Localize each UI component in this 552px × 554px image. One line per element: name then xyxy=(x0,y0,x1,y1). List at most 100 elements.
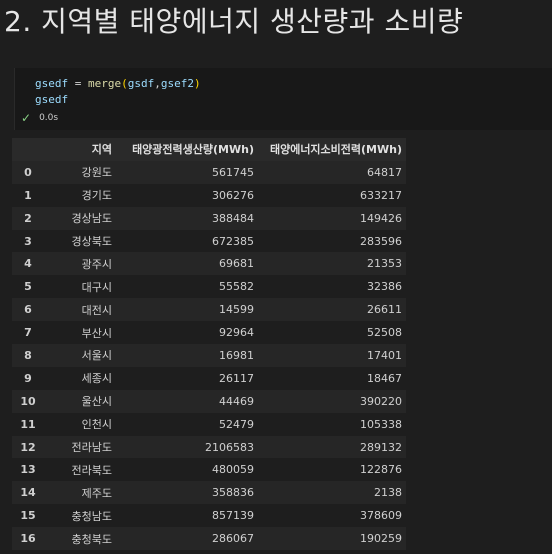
code-editor[interactable]: gsedf = merge(gsdf,gsef2) gsedf xyxy=(35,76,201,108)
region-cell: 부산시 xyxy=(81,326,112,340)
consumption-cell: 378609 xyxy=(360,509,402,523)
row-index: 9 xyxy=(24,371,32,385)
region-cell: 전라북도 xyxy=(71,463,112,477)
code-token-op: = xyxy=(68,77,88,90)
row-index: 15 xyxy=(20,509,36,523)
table-row: 11 인천시 52479 105338 xyxy=(12,412,406,436)
consumption-cell: 26611 xyxy=(367,303,402,317)
production-cell: 358836 xyxy=(212,486,254,500)
region-cell: 대구시 xyxy=(81,280,112,294)
consumption-cell: 18467 xyxy=(367,371,402,385)
region-cell: 충청남도 xyxy=(71,509,112,523)
production-cell: 561745 xyxy=(212,165,254,179)
production-cell: 388484 xyxy=(212,211,254,225)
code-token-paren: ) xyxy=(194,77,201,90)
code-token-arg2: gsef2 xyxy=(160,77,194,90)
production-header: 태양광전력생산량(MWh) xyxy=(120,138,258,161)
code-cell[interactable]: gsedf = merge(gsdf,gsef2) gsedf ✓ 0.0s xyxy=(14,68,552,130)
region-cell: 울산시 xyxy=(81,395,112,409)
consumption-cell: 32386 xyxy=(367,280,402,294)
check-icon: ✓ xyxy=(21,111,32,125)
table-row: 2 경상남도 388484 149426 xyxy=(12,206,406,230)
code-token-fn: merge xyxy=(88,77,122,90)
table-row: 8 서울시 16981 17401 xyxy=(12,344,406,367)
region-cell: 강원도 xyxy=(81,166,112,180)
row-index: 10 xyxy=(20,394,36,408)
region-cell: 경상남도 xyxy=(71,212,112,226)
table-row: 10 울산시 44469 390220 xyxy=(12,389,406,413)
table-row: 12 전라남도 2106583 289132 xyxy=(12,435,406,459)
region-header: 지역 xyxy=(44,138,120,161)
table-row: 15 충청남도 857139 378609 xyxy=(12,504,406,528)
row-index: 13 xyxy=(20,463,36,477)
table-row: 0 강원도 561745 64817 xyxy=(12,160,406,184)
row-index: 3 xyxy=(24,234,32,248)
consumption-cell: 149426 xyxy=(360,211,402,225)
production-cell: 52479 xyxy=(219,417,254,431)
production-cell: 306276 xyxy=(212,188,254,202)
production-cell: 44469 xyxy=(219,394,254,408)
production-cell: 16981 xyxy=(219,348,254,362)
code-token-comma: , xyxy=(154,77,161,90)
consumption-cell: 122876 xyxy=(360,463,402,477)
production-cell: 92964 xyxy=(219,326,254,340)
consumption-cell: 52508 xyxy=(367,326,402,340)
row-index: 7 xyxy=(24,326,32,340)
table-row: 14 제주도 358836 2138 xyxy=(12,481,406,505)
production-cell: 286067 xyxy=(212,532,254,546)
table-header-row: 지역 태양광전력생산량(MWh) 태양에너지소비전력(MWh) xyxy=(12,138,406,161)
row-index: 5 xyxy=(24,280,32,294)
row-index: 4 xyxy=(24,257,32,271)
code-line-1: gsedf = merge(gsdf,gsef2) xyxy=(35,77,201,90)
region-cell: 전라남도 xyxy=(71,441,112,455)
row-index: 6 xyxy=(24,303,32,317)
consumption-cell: 2138 xyxy=(374,486,402,500)
dataframe-table: 지역 태양광전력생산량(MWh) 태양에너지소비전력(MWh) 0 강원도 561745… xyxy=(12,138,406,551)
table-row: 7 부산시 92964 52508 xyxy=(12,321,406,345)
table-row: 16 충청북도 286067 190259 xyxy=(12,527,406,551)
exec-time: 0.0s xyxy=(39,113,59,123)
production-cell: 480059 xyxy=(212,463,254,477)
production-cell: 26117 xyxy=(219,371,254,385)
production-cell: 69681 xyxy=(219,257,254,271)
table-row: 4 광주시 69681 21353 xyxy=(12,252,406,276)
consumption-cell: 289132 xyxy=(360,440,402,454)
region-cell: 충청북도 xyxy=(71,532,112,546)
row-index: 2 xyxy=(24,211,32,225)
table-row: 6 대전시 14599 26611 xyxy=(12,298,406,322)
table-body: 0 강원도 561745 64817 1 경기도 306276 633217 2 경상남도 3884… xyxy=(12,160,406,551)
consumption-cell: 190259 xyxy=(360,532,402,546)
consumption-cell: 17401 xyxy=(367,348,402,362)
table-row: 5 대구시 55582 32386 xyxy=(12,275,406,299)
consumption-cell: 21353 xyxy=(367,257,402,271)
markdown-heading: 2. 지역별 태양에너지 생산량과 소비량 xyxy=(4,5,464,38)
production-cell: 14599 xyxy=(219,303,254,317)
row-index: 14 xyxy=(20,486,36,500)
consumption-cell: 390220 xyxy=(360,394,402,408)
region-cell: 서울시 xyxy=(81,349,112,363)
region-cell: 세종시 xyxy=(81,372,112,386)
row-index: 0 xyxy=(24,165,32,179)
code-token-var: gsedf xyxy=(35,77,69,90)
production-cell: 672385 xyxy=(212,234,254,248)
region-cell: 광주시 xyxy=(81,257,112,271)
row-index: 12 xyxy=(20,440,36,454)
row-index: 16 xyxy=(20,532,36,546)
table-row: 3 경상북도 672385 283596 xyxy=(12,229,406,253)
consumption-cell: 283596 xyxy=(360,234,402,248)
region-cell: 인천시 xyxy=(81,418,112,432)
code-line-2: gsedf xyxy=(35,93,69,106)
production-cell: 2106583 xyxy=(205,440,254,454)
region-cell: 대전시 xyxy=(81,303,112,317)
table-row: 1 경기도 306276 633217 xyxy=(12,183,406,207)
region-cell: 경상북도 xyxy=(71,235,112,248)
row-index: 1 xyxy=(24,188,32,202)
region-cell: 경기도 xyxy=(81,189,112,203)
code-token-arg1: gsdf xyxy=(127,77,155,90)
consumption-header: 태양에너지소비전력(MWh) xyxy=(258,138,406,161)
region-cell: 제주도 xyxy=(81,486,112,500)
consumption-cell: 105338 xyxy=(360,417,402,431)
production-cell: 857139 xyxy=(212,509,254,523)
table-row: 9 세종시 26117 18467 xyxy=(12,366,406,390)
